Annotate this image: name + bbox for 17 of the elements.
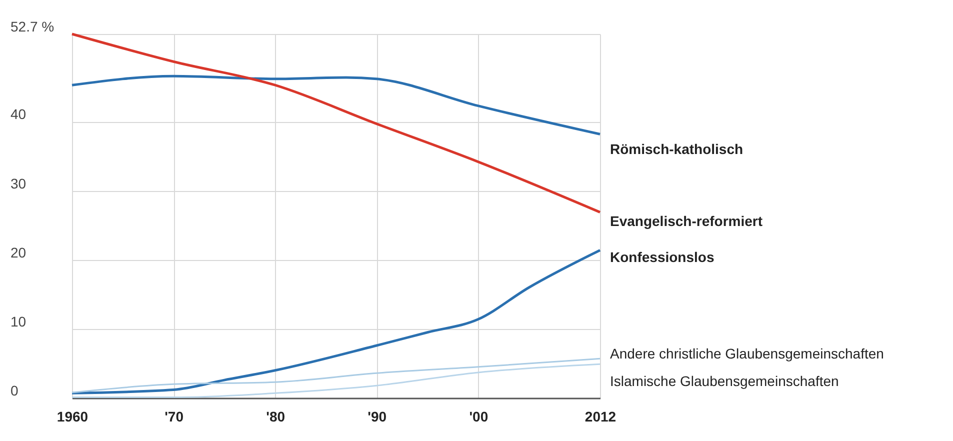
y-tick-label: 10 — [10, 313, 26, 330]
series-label: Konfessionslos — [610, 249, 714, 266]
x-tick-label: '00 — [469, 408, 488, 424]
series-label: Evangelisch-reformiert — [610, 213, 763, 230]
x-tick-label: '80 — [266, 408, 286, 424]
series-label: Andere christliche Glaubensgemeinschaften — [610, 346, 884, 362]
x-tick-label: 1960 — [56, 408, 88, 424]
x-tick-label: '90 — [368, 408, 387, 424]
y-tick-label: 0 — [10, 382, 18, 398]
y-tick-label: 52.7 % — [10, 18, 54, 34]
x-tick-label: '70 — [164, 408, 184, 424]
series-label: Römisch-katholisch — [610, 141, 744, 158]
y-tick-label: 30 — [10, 175, 26, 192]
x-tick-label: 2012 — [584, 408, 616, 424]
y-tick-label: 40 — [10, 106, 26, 122]
series-label: Islamische Glaubensgemeinschaften — [610, 373, 839, 390]
y-tick-label: 20 — [10, 244, 26, 260]
